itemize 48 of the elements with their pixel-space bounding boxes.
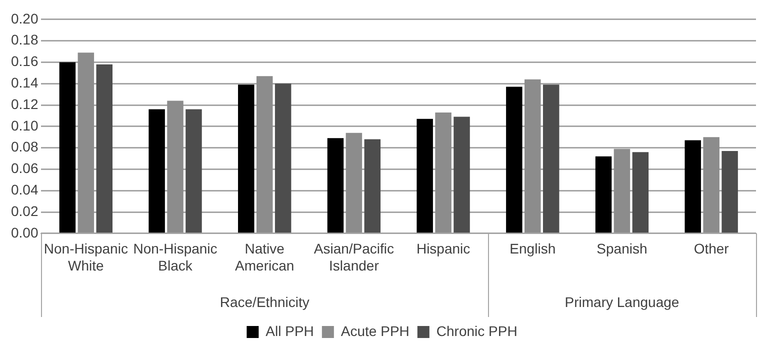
y-tick-label: 0.14 (11, 74, 38, 90)
y-tick-label: 0.20 (11, 10, 38, 26)
x-tick-label: English (510, 240, 556, 257)
bar (542, 84, 560, 233)
y-tick-label: 0.00 (11, 224, 38, 240)
bar (524, 79, 541, 233)
x-tick-label: Native American (235, 240, 294, 274)
bar (435, 112, 452, 233)
x-tick-label: Spanish (596, 240, 648, 257)
bar (148, 109, 165, 233)
x-tick-label: Hispanic (416, 240, 470, 257)
bar (506, 86, 522, 233)
bar (454, 116, 470, 233)
bar (346, 132, 362, 233)
y-tick-label: 0.08 (11, 138, 38, 155)
legend-label: Chronic PPH (436, 322, 518, 339)
y-tick-label: 0.04 (11, 181, 38, 198)
y-tick-label: 0.06 (11, 160, 38, 176)
bar (632, 152, 649, 233)
x-tick-label: Non-Hispanic Black (133, 240, 218, 274)
text: Race/Ethnicity (220, 294, 310, 310)
bar (416, 118, 433, 233)
y-tick-label: 0.16 (11, 53, 38, 70)
legend-label: All PPH (266, 322, 314, 339)
bar (256, 76, 273, 233)
x-tick-label: Other (694, 240, 730, 257)
bar (274, 84, 292, 233)
bar (327, 138, 344, 233)
bar (703, 137, 720, 233)
text: Primary Language (564, 294, 680, 310)
bar (96, 64, 113, 233)
y-tick-label: 0.10 (11, 117, 38, 134)
bar (78, 52, 94, 233)
x-tick-label: Asian/Pacific Islander (314, 240, 394, 274)
bar (595, 156, 612, 233)
y-tick-label: 0.18 (11, 32, 38, 48)
bar (59, 62, 76, 233)
bar (722, 151, 738, 233)
bar (238, 84, 254, 233)
bar (684, 140, 701, 233)
bar (186, 109, 202, 233)
bar (167, 100, 184, 233)
legend-label: Acute PPH (340, 322, 410, 339)
y-tick-label: 0.12 (11, 96, 38, 112)
x-tick-label: Non-Hispanic White (44, 240, 128, 274)
bar (614, 148, 630, 233)
y-tick-label: 0.02 (11, 202, 38, 219)
bar (364, 139, 381, 233)
